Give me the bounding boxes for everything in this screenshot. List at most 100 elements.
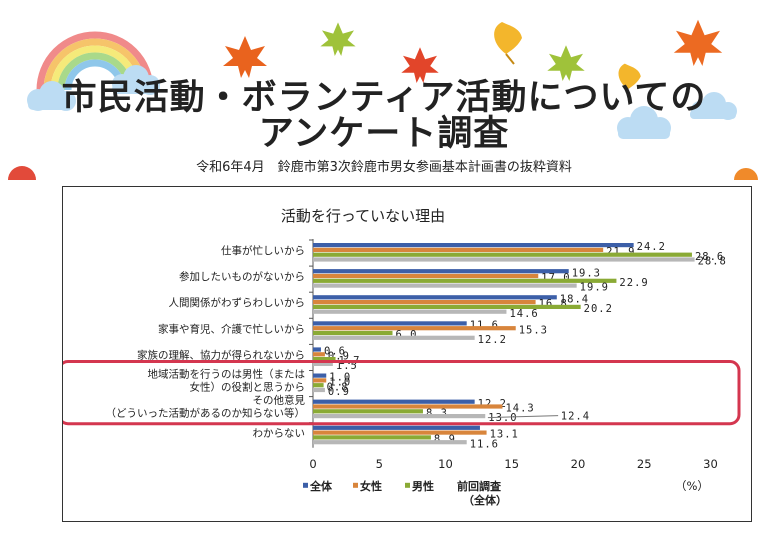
data-label: 14.3 (505, 403, 534, 415)
legend-label: 女性 (360, 479, 382, 493)
legend-swatch (303, 482, 308, 488)
bar (313, 335, 475, 340)
data-label: 13.1 (490, 429, 519, 441)
legend-label: 前回調査 (457, 479, 501, 493)
legend-label: 全体 (309, 479, 333, 493)
legend-swatch (353, 482, 358, 488)
callout-label: 12.4 (561, 411, 590, 423)
data-label: 0.9 (328, 386, 350, 398)
data-label: 0.8 (327, 381, 349, 393)
legend-label: （全体） (463, 493, 507, 507)
bar (313, 373, 327, 378)
data-label: 19.3 (572, 267, 601, 279)
data-label: 22.9 (619, 277, 648, 289)
legend-swatch (405, 482, 410, 488)
x-tick-label: 25 (637, 457, 652, 471)
x-tick-label: 30 (703, 457, 718, 471)
category-label: 人間関係がわずらわしいから (169, 296, 306, 309)
bar (313, 309, 507, 314)
cloud-icon (27, 81, 76, 111)
x-tick-label: 0 (309, 457, 316, 471)
category-label: 仕事が忙しいから (221, 244, 305, 257)
unit-label: （%） (675, 479, 709, 493)
bar (313, 326, 516, 331)
data-label: 14.6 (509, 308, 538, 320)
category-label: その他意見 (253, 394, 306, 407)
bar (313, 378, 327, 383)
cloud-icon (112, 65, 160, 95)
bar (313, 304, 581, 309)
bar (313, 300, 536, 305)
bar (313, 440, 467, 445)
x-tick-label: 15 (504, 457, 519, 471)
callout-line (487, 415, 559, 419)
category-label: 家事や育児、介護で忙しいから (158, 322, 305, 335)
bar (313, 283, 577, 288)
bar (313, 257, 695, 262)
maple-leaf-icon (320, 22, 356, 56)
data-label: 0.6 (324, 346, 346, 358)
data-label: 28.8 (698, 256, 727, 268)
data-label: 18.4 (560, 293, 589, 305)
sun-shape (734, 168, 758, 180)
maple-leaf-icon (223, 36, 267, 78)
ginkgo-leaf-icon (618, 63, 641, 90)
bar (313, 387, 325, 393)
sun-shape (8, 166, 36, 180)
bar (313, 269, 569, 274)
bar (313, 425, 480, 430)
bar (313, 352, 325, 357)
bar (313, 383, 324, 388)
x-tick-label: 10 (438, 457, 453, 471)
bar (313, 252, 692, 257)
data-label: 19.9 (580, 282, 609, 294)
category-label: 家族の理解、協力が得られないから (137, 348, 305, 361)
category-label: 女性）の役割と思うから (190, 381, 306, 394)
maple-leaf-icon (673, 19, 723, 66)
data-label: 28.6 (695, 251, 724, 263)
cloud-icon (617, 106, 671, 139)
bar (313, 330, 393, 336)
data-label: 15.3 (519, 324, 548, 336)
data-label: 12.2 (478, 334, 507, 346)
data-label: 24.2 (637, 241, 666, 253)
data-label: 13.0 (488, 412, 517, 424)
bar (313, 361, 333, 366)
highlight-box (63, 360, 741, 426)
bar (313, 247, 604, 252)
bar (313, 347, 321, 352)
bar (313, 430, 487, 435)
chart-panel: 活動を行っていない理由 仕事が忙しいから 24.2 21.9 28.6 28.8 参加したい… (62, 186, 752, 522)
data-label: 20.2 (584, 303, 613, 315)
chart-title: 活動を行っていない理由 (281, 207, 445, 225)
bar (313, 321, 467, 326)
category-label: 地域活動を行うのは男性（または (148, 368, 306, 381)
bar (313, 435, 431, 440)
page-subtitle: 令和6年4月 鈴鹿市第3次鈴鹿市男女参画基本計画書の抜粋資料 (196, 160, 572, 175)
x-tick-label: 20 (571, 457, 586, 471)
page-title-line-2: アンケート調査 (258, 114, 510, 154)
ginkgo-leaf-icon (494, 22, 522, 65)
data-label: 1.0 (329, 377, 351, 389)
bar (313, 243, 634, 248)
bar (313, 404, 503, 409)
bar (313, 399, 475, 404)
bar (313, 278, 617, 283)
cloud-icon (690, 92, 737, 120)
data-label: 11.6 (470, 438, 499, 450)
bar (313, 409, 423, 414)
category-label: （どういった活動があるのか知らない等） (106, 407, 306, 420)
x-tick-label: 5 (376, 457, 383, 471)
bar (313, 295, 557, 300)
decorative-header-art (8, 19, 758, 180)
category-label: 参加したいものがないから (179, 270, 305, 283)
maple-leaf-icon (547, 45, 585, 81)
legend-label: 男性 (412, 479, 434, 493)
bar (313, 273, 539, 279)
data-label: 1.0 (329, 372, 351, 384)
bar (313, 357, 336, 362)
page-title-line-1: 市民活動・ボランティア活動についての (61, 78, 707, 118)
category-label: わからない (253, 428, 306, 440)
bar (313, 414, 486, 419)
